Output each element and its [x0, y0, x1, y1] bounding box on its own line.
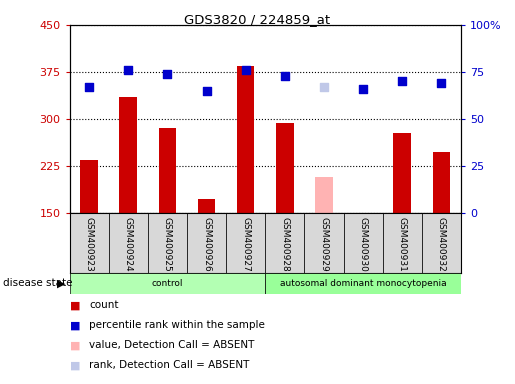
- Bar: [276, 123, 294, 213]
- Bar: [383, 213, 422, 273]
- Bar: [70, 213, 109, 273]
- Bar: [70, 273, 265, 294]
- Text: GSM400924: GSM400924: [124, 217, 133, 272]
- Bar: [226, 213, 265, 273]
- Bar: [422, 213, 461, 273]
- Text: percentile rank within the sample: percentile rank within the sample: [89, 320, 265, 330]
- Point: [398, 78, 406, 84]
- Bar: [109, 213, 148, 273]
- Text: GSM400926: GSM400926: [202, 217, 211, 272]
- Text: GSM400928: GSM400928: [280, 217, 289, 272]
- Point: [437, 80, 445, 86]
- Text: GSM400923: GSM400923: [84, 217, 94, 272]
- Bar: [315, 177, 333, 213]
- Text: value, Detection Call = ABSENT: value, Detection Call = ABSENT: [89, 340, 254, 350]
- Bar: [304, 213, 344, 273]
- Text: ■: ■: [70, 360, 80, 370]
- Bar: [80, 160, 98, 213]
- Bar: [433, 152, 450, 213]
- Bar: [198, 199, 215, 213]
- Text: count: count: [89, 300, 118, 310]
- Text: ▶: ▶: [57, 278, 65, 288]
- Point: [320, 84, 328, 90]
- Text: GSM400925: GSM400925: [163, 217, 172, 272]
- Text: ■: ■: [70, 340, 80, 350]
- Text: GSM400932: GSM400932: [437, 217, 446, 272]
- Bar: [265, 213, 304, 273]
- Text: disease state: disease state: [3, 278, 72, 288]
- Text: ■: ■: [70, 300, 80, 310]
- Point: [163, 71, 171, 77]
- Text: GSM400929: GSM400929: [319, 217, 329, 272]
- Text: ■: ■: [70, 320, 80, 330]
- Bar: [344, 213, 383, 273]
- Bar: [393, 133, 411, 213]
- Bar: [159, 128, 176, 213]
- Text: GDS3820 / 224859_at: GDS3820 / 224859_at: [184, 13, 331, 26]
- Point: [242, 67, 250, 73]
- Point: [124, 67, 132, 73]
- Point: [281, 73, 289, 79]
- Bar: [119, 97, 137, 213]
- Text: control: control: [151, 279, 183, 288]
- Point: [85, 84, 93, 90]
- Text: rank, Detection Call = ABSENT: rank, Detection Call = ABSENT: [89, 360, 249, 370]
- Text: autosomal dominant monocytopenia: autosomal dominant monocytopenia: [280, 279, 447, 288]
- Text: GSM400931: GSM400931: [398, 217, 407, 272]
- Text: GSM400930: GSM400930: [358, 217, 368, 272]
- Point: [202, 88, 211, 94]
- Text: GSM400927: GSM400927: [241, 217, 250, 272]
- Bar: [265, 273, 461, 294]
- Bar: [187, 213, 226, 273]
- Bar: [148, 213, 187, 273]
- Bar: [237, 66, 254, 213]
- Point: [359, 86, 367, 92]
